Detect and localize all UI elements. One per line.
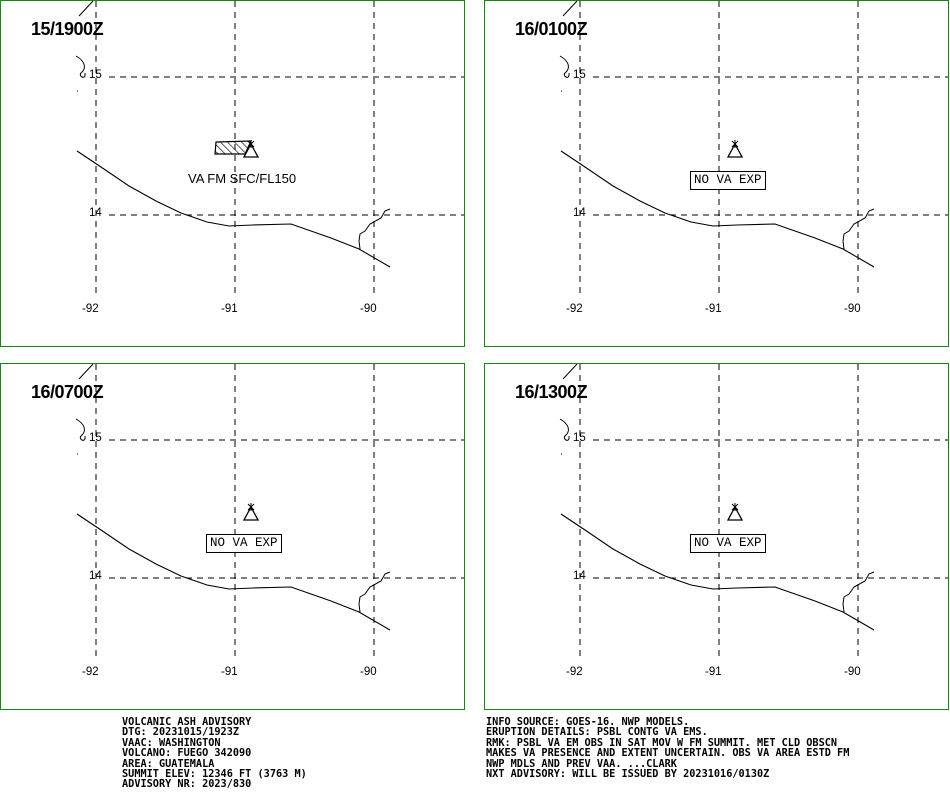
latitude-label: 15 [573,432,586,444]
coastline [76,513,391,631]
advisory-line: VOLCANIC ASH ADVISORY [122,715,252,728]
volcano-icon [726,505,744,521]
map-canvas [559,1,948,297]
advisory-info-right: INFO SOURCE: GOES-16. NWP MODELS. ERUPTI… [486,715,850,780]
advisory-line: MAKES VA PRESENCE AND EXTENT UNCERTAIN. … [486,746,850,760]
coastline [560,513,875,631]
advisory-line: NXT ADVISORY: WILL BE ISSUED BY 20231016… [486,766,770,780]
longitude-label: -90 [360,666,377,678]
no-va-expected-label: NO VA EXP [690,534,766,553]
longitude-label: -91 [705,303,722,315]
border-north [78,364,94,380]
longitude-label: -91 [221,303,238,315]
border-line [358,208,391,250]
volcano-eruption-icon [731,503,739,511]
latitude-label: 15 [573,69,586,81]
map-panel-3: 16/0700Z 15 14 -92 -91 -90 NO VA EXP [0,363,465,710]
advisory-line: RMK: PSBL VA EM OBS IN SAT MOV W FM SUMM… [486,735,838,749]
map-canvas [75,364,464,660]
map-panel-1: 15/1900Z 15 14 -92 -91 -90 VA FM SFC/FL150 [0,0,465,347]
map-canvas [559,364,948,660]
longitude-label: -90 [844,303,861,315]
latitude-label: 15 [89,432,102,444]
longitude-label: -91 [705,666,722,678]
latitude-label: 14 [89,207,102,219]
advisory-line: AREA: GUATEMALA [122,756,215,770]
volcano-icon [242,505,260,521]
panel-valid-time: 16/0100Z [515,19,588,39]
border-line [842,571,875,613]
coastline-north [559,418,570,441]
advisory-line: VOLCANO: FUEGO 342090 [122,746,252,760]
longitude-label: -90 [844,666,861,678]
latitude-label: 14 [573,207,586,219]
coastline-north [75,418,86,441]
advisory-line: SUMMIT ELEV: 12346 FT (3763 M) [122,766,307,780]
coastline [76,150,391,268]
border-line [358,571,391,613]
volcano-eruption-icon [731,140,739,148]
advisory-line: VAAC: WASHINGTON [122,735,221,749]
longitude-label: -92 [566,666,583,678]
map-panel-4: 16/1300Z 15 14 -92 -91 -90 NO VA EXP [484,363,949,710]
advisory-line: DTG: 20231015/1923Z [122,725,240,739]
advisory-line: ERUPTION DETAILS: PSBL CONTG VA EMS. [486,725,708,739]
volcano-eruption-icon [247,503,255,511]
panel-valid-time: 15/1900Z [31,19,104,39]
latitude-label: 15 [89,69,102,81]
coastline-north [559,55,570,78]
border-north [78,1,94,17]
longitude-label: -92 [82,666,99,678]
map-panel-2: 16/0100Z 15 14 -92 -91 -90 NO VA EXP [484,0,949,347]
coastline [560,150,875,268]
border-line [842,208,875,250]
advisory-line: ADVISORY NR: 2023/830 [122,777,252,791]
advisory-line: NWP MDLS AND PREV VAA. ...CLARK [486,756,677,770]
map-canvas [75,1,464,297]
longitude-label: -91 [221,666,238,678]
volcano-icon [242,142,260,158]
va-level-label: VA FM SFC/FL150 [188,171,297,186]
advisory-line: INFO SOURCE: GOES-16. NWP MODELS. [486,715,690,728]
panel-valid-time: 16/0700Z [31,382,104,402]
border-north [562,1,578,17]
longitude-label: -92 [566,303,583,315]
panel-valid-time: 16/1300Z [515,382,588,402]
border-north [562,364,578,380]
latitude-label: 14 [89,570,102,582]
no-va-expected-label: NO VA EXP [206,534,282,553]
advisory-info-left: VOLCANIC ASH ADVISORY DTG: 20231015/1923… [122,715,307,791]
no-va-expected-label: NO VA EXP [690,171,766,190]
latitude-label: 14 [573,570,586,582]
coastline-north [75,55,86,78]
volcano-icon [726,142,744,158]
longitude-label: -92 [82,303,99,315]
ash-cloud-area [214,140,252,155]
longitude-label: -90 [360,303,377,315]
